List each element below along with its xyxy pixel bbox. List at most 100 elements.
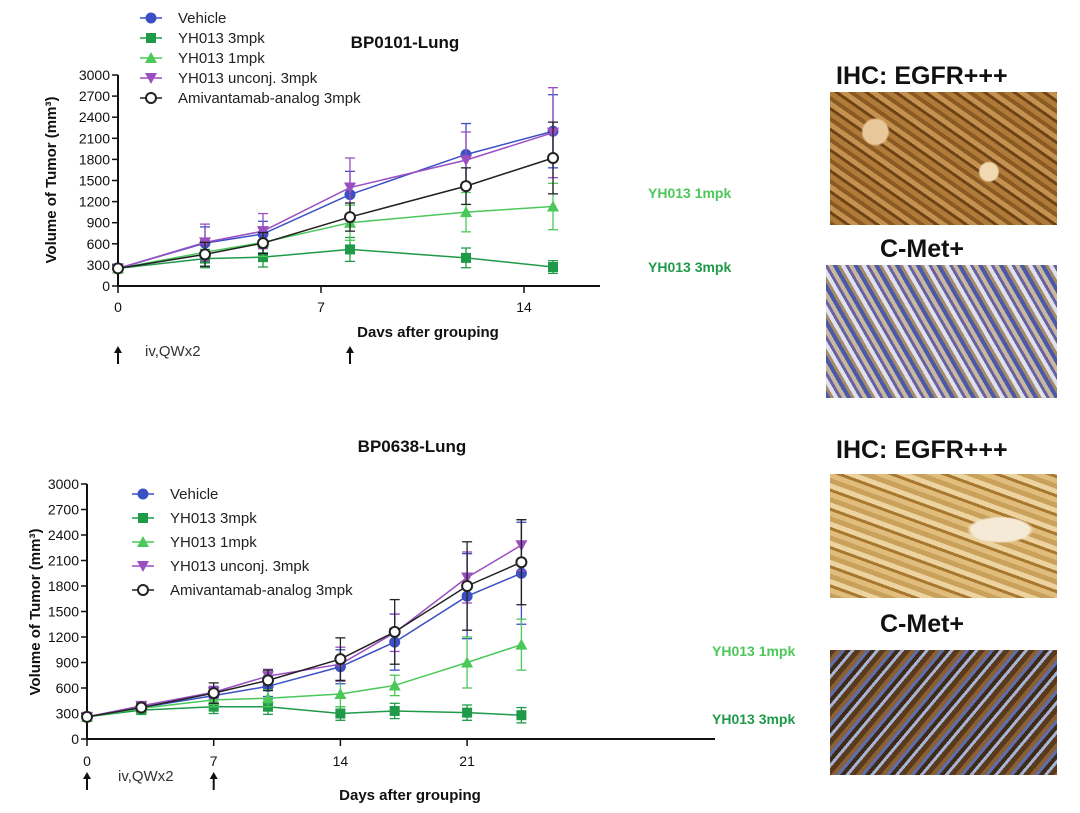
y-tick-label: 3000 bbox=[48, 476, 79, 492]
series-line bbox=[117, 131, 554, 270]
y-axis-label: Volume of Tumor (mm³) bbox=[43, 97, 60, 264]
y-tick-label: 2400 bbox=[79, 109, 110, 125]
legend-label: YH013 unconj. 3mpk bbox=[170, 558, 310, 575]
y-tick-label: 300 bbox=[56, 706, 80, 722]
y-tick-label: 2400 bbox=[48, 527, 79, 543]
y-tick-label: 2700 bbox=[79, 88, 110, 104]
y-tick-label: 600 bbox=[87, 236, 111, 252]
y-tick-label: 0 bbox=[71, 731, 79, 747]
legend-label: YH013 3mpk bbox=[178, 30, 265, 47]
y-tick-label: 1500 bbox=[48, 604, 79, 620]
x-tick-label: 21 bbox=[459, 753, 475, 769]
dose-arrow-head-icon bbox=[114, 346, 122, 353]
y-tick-label: 3000 bbox=[79, 67, 110, 83]
annotation-3mpk: YH013 3mpk bbox=[648, 259, 731, 275]
series-line bbox=[86, 643, 522, 718]
ihc-egfr-label-bottom: IHC: EGFR+++ bbox=[836, 436, 1008, 464]
series-amiv bbox=[112, 121, 559, 275]
dose-arrow-head-icon bbox=[83, 772, 91, 779]
legend-marker bbox=[145, 92, 157, 104]
legend-marker bbox=[145, 12, 157, 24]
legend-marker bbox=[137, 536, 149, 547]
y-tick-label: 900 bbox=[56, 655, 80, 671]
data-point bbox=[207, 687, 220, 700]
y-tick-label: 900 bbox=[87, 215, 111, 231]
legend-marker bbox=[146, 33, 156, 43]
series-line bbox=[117, 157, 554, 270]
y-tick-label: 2700 bbox=[48, 502, 79, 518]
data-point bbox=[461, 252, 471, 263]
y-tick-label: 0 bbox=[102, 278, 110, 294]
series-line bbox=[86, 561, 522, 718]
data-point bbox=[547, 200, 559, 212]
legend-label: YH013 unconj. 3mpk bbox=[178, 70, 318, 87]
x-axis-label: Days after grouping bbox=[339, 787, 481, 804]
y-tick-label: 1800 bbox=[79, 151, 110, 167]
data-point bbox=[344, 211, 356, 224]
series-vehicle bbox=[81, 521, 527, 723]
data-point bbox=[461, 656, 474, 668]
series-line bbox=[117, 205, 554, 270]
data-point bbox=[388, 679, 401, 691]
dosing-annotation: iv,QWx2 bbox=[145, 343, 201, 360]
legend-label: YH013 1mpk bbox=[170, 534, 257, 551]
data-point bbox=[135, 701, 148, 714]
data-point bbox=[389, 705, 400, 716]
x-tick-label: 7 bbox=[317, 299, 325, 315]
legend-label: Amivantamab-analog 3mpk bbox=[178, 90, 361, 107]
ihc-cmet-image-bottom bbox=[830, 650, 1057, 775]
chart-1: BP0638-Lung 0 300 600 900 1200 1500 1800 2100 240… bbox=[27, 437, 795, 804]
x-tick-label: 0 bbox=[83, 753, 91, 769]
series-unconj bbox=[81, 519, 528, 723]
data-point bbox=[334, 687, 347, 699]
data-point bbox=[258, 252, 268, 263]
dose-arrow-head-icon bbox=[346, 346, 354, 353]
legend-label: YH013 3mpk bbox=[170, 510, 257, 527]
y-tick-label: 2100 bbox=[79, 130, 110, 146]
x-axis-label: Davs after grouping bbox=[357, 324, 499, 341]
ihc-cmet-image-top bbox=[826, 265, 1057, 398]
data-point bbox=[81, 710, 93, 723]
y-tick-label: 300 bbox=[87, 257, 111, 273]
legend-label: Vehicle bbox=[178, 10, 226, 27]
x-tick-label: 0 bbox=[114, 299, 122, 315]
legend-marker bbox=[145, 52, 157, 63]
data-point bbox=[547, 151, 559, 164]
data-point bbox=[461, 580, 474, 592]
series-vehicle bbox=[112, 94, 559, 274]
y-tick-label: 1200 bbox=[48, 629, 79, 645]
x-tick-label: 7 bbox=[210, 753, 218, 769]
data-point bbox=[460, 180, 472, 193]
legend-marker bbox=[138, 513, 148, 523]
data-point bbox=[515, 638, 528, 650]
y-axis-label: Volume of Tumor (mm³) bbox=[27, 529, 44, 696]
chart-title: BP0101-Lung bbox=[351, 33, 460, 52]
x-tick-label: 14 bbox=[516, 299, 532, 315]
legend-marker bbox=[137, 584, 149, 596]
series-unconj bbox=[112, 87, 559, 275]
y-tick-label: 600 bbox=[56, 680, 80, 696]
chart-0: BP0101-Lung 0 300 600 900 1200 1500 1800 2100 240… bbox=[43, 10, 731, 364]
series-line bbox=[117, 130, 554, 270]
legend-marker bbox=[137, 561, 149, 572]
data-point bbox=[257, 237, 269, 250]
ihc-egfr-label-top: IHC: EGFR+++ bbox=[836, 62, 1008, 90]
data-point bbox=[344, 182, 356, 194]
annotation-1mpk: YH013 1mpk bbox=[648, 185, 731, 201]
annotation-1mpk: YH013 1mpk bbox=[712, 643, 795, 659]
legend-marker bbox=[137, 488, 149, 500]
data-point bbox=[262, 674, 274, 687]
data-point bbox=[516, 710, 527, 721]
data-point bbox=[345, 244, 355, 255]
data-point bbox=[388, 625, 401, 638]
ihc-egfr-image-bottom bbox=[830, 474, 1057, 598]
legend-marker bbox=[145, 73, 157, 84]
data-point bbox=[335, 708, 346, 719]
chart-title: BP0638-Lung bbox=[358, 437, 467, 456]
data-point bbox=[199, 248, 211, 261]
ihc-cmet-label-bottom: C-Met+ bbox=[880, 610, 965, 638]
data-point bbox=[112, 262, 124, 275]
series-amiv bbox=[81, 519, 528, 723]
legend-label: Vehicle bbox=[170, 486, 218, 503]
